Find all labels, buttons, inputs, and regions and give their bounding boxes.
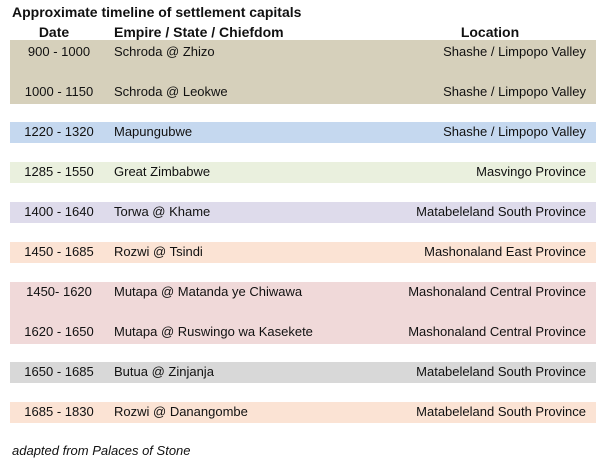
band-rozwi-tsindi [10, 242, 596, 263]
band-shashe [10, 40, 596, 104]
table-row: 1650 - 1685 Butua @ Zinjanja Matabelelan… [0, 362, 602, 382]
row-empire: Mutapa @ Matanda ye Chiwawa [114, 284, 303, 299]
row-date: 1000 - 1150 [24, 84, 94, 99]
band-torwa [10, 202, 596, 223]
table-row: 900 - 1000 Schroda @ Zhizo Shashe / Limp… [0, 42, 602, 62]
row-location: Mashonaland Central Province [408, 284, 586, 299]
row-date: 1650 - 1685 [24, 364, 94, 379]
column-header-empire: Empire / State / Chiefdom [114, 24, 284, 40]
band-great-zimbabwe [10, 162, 596, 183]
row-empire: Torwa @ Khame [114, 204, 211, 219]
row-location: Mashonaland East Province [424, 244, 586, 259]
column-header-date: Date [38, 24, 70, 40]
row-location: Mashonaland Central Province [408, 324, 586, 339]
table-row: 1285 - 1550 Great Zimbabwe Masvingo Prov… [0, 162, 602, 182]
row-date: 1220 - 1320 [24, 124, 94, 139]
row-empire: Schroda @ Zhizo [114, 44, 215, 59]
table-row: 1220 - 1320 Mapungubwe Shashe / Limpopo … [0, 122, 602, 142]
table-row: 1400 - 1640 Torwa @ Khame Matabeleland S… [0, 202, 602, 222]
row-date: 1285 - 1550 [24, 164, 94, 179]
row-location: Shashe / Limpopo Valley [443, 124, 586, 139]
row-location: Shashe / Limpopo Valley [443, 84, 586, 99]
row-location: Shashe / Limpopo Valley [443, 44, 586, 59]
row-location: Masvingo Province [476, 164, 586, 179]
source-note: adapted from Palaces of Stone [12, 443, 191, 458]
row-empire: Rozwi @ Danangombe [114, 404, 248, 419]
row-empire: Mutapa @ Ruswingo wa Kasekete [114, 324, 313, 339]
band-butua [10, 362, 596, 383]
row-empire: Mapungubwe [114, 124, 193, 139]
band-mapungubwe [10, 122, 596, 143]
table-row: 1685 - 1830 Rozwi @ Danangombe Matabelel… [0, 402, 602, 422]
page-title: Approximate timeline of settlement capit… [12, 4, 302, 20]
band-mutapa [10, 282, 596, 344]
table-row: 1000 - 1150 Schroda @ Leokwe Shashe / Li… [0, 82, 602, 102]
table-row: 1450- 1620 Mutapa @ Matanda ye Chiwawa M… [0, 282, 602, 302]
row-location: Matabeleland South Province [416, 204, 586, 219]
table-row: 1450 - 1685 Rozwi @ Tsindi Mashonaland E… [0, 242, 602, 262]
row-location: Matabeleland South Province [416, 364, 586, 379]
table-row: 1620 - 1650 Mutapa @ Ruswingo wa Kaseket… [0, 322, 602, 342]
row-date: 900 - 1000 [27, 44, 91, 59]
row-empire: Butua @ Zinjanja [114, 364, 214, 379]
row-date: 1685 - 1830 [24, 404, 94, 419]
row-date: 1450 - 1685 [24, 244, 94, 259]
row-date: 1400 - 1640 [24, 204, 94, 219]
row-empire: Great Zimbabwe [114, 164, 211, 179]
column-header-location: Location [460, 24, 520, 40]
row-date: 1620 - 1650 [24, 324, 94, 339]
row-empire: Schroda @ Leokwe [114, 84, 228, 99]
row-date: 1450- 1620 [26, 284, 92, 299]
band-rozwi-danangombe [10, 402, 596, 423]
row-empire: Rozwi @ Tsindi [114, 244, 203, 259]
row-location: Matabeleland South Province [416, 404, 586, 419]
